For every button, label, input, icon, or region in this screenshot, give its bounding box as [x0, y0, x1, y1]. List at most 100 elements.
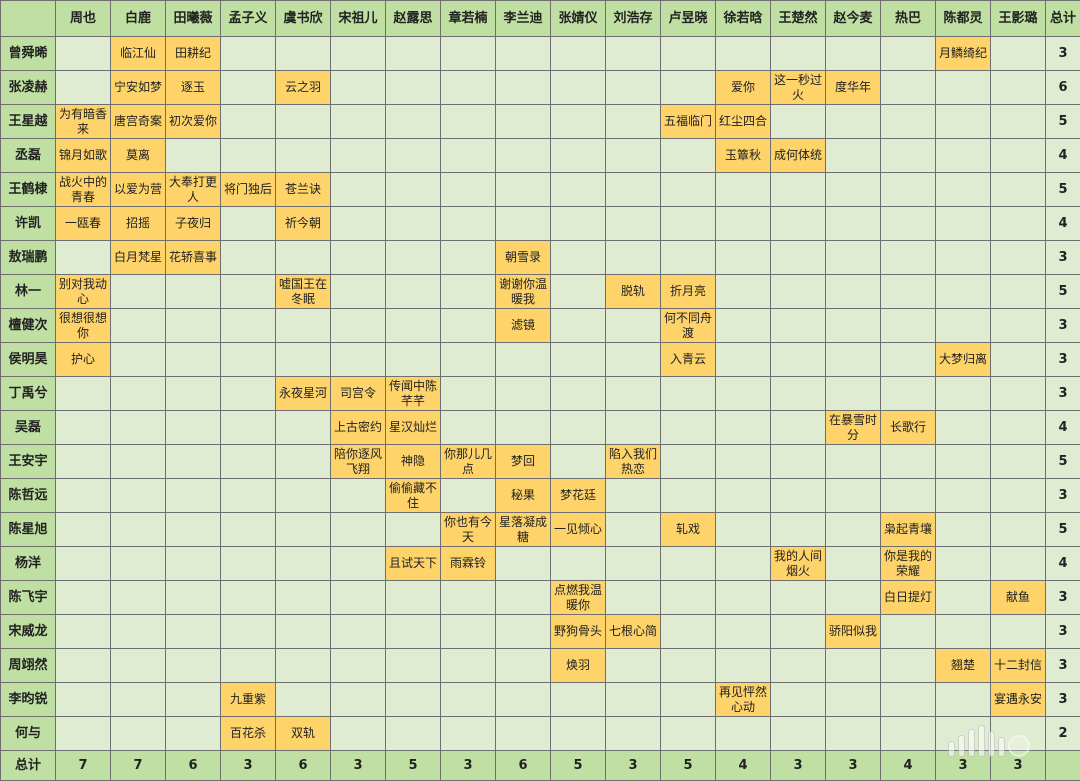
empty-cell	[716, 275, 771, 309]
row-total: 4	[1046, 207, 1080, 241]
empty-cell	[551, 241, 606, 275]
empty-cell	[276, 479, 331, 513]
empty-cell	[386, 139, 441, 173]
show-cell: 锦月如歌	[56, 139, 111, 173]
row-header-actor: 王星越	[1, 105, 56, 139]
empty-cell	[936, 683, 991, 717]
empty-cell	[441, 377, 496, 411]
watermark-badge-icon	[1008, 735, 1030, 757]
empty-cell	[166, 139, 221, 173]
show-cell: 七根心简	[606, 615, 661, 649]
row-total: 3	[1046, 37, 1080, 71]
show-cell: 入青云	[661, 343, 716, 377]
empty-cell	[991, 445, 1046, 479]
show-cell: 点燃我温暖你	[551, 581, 606, 615]
column-total: 6	[496, 751, 551, 781]
empty-cell	[551, 445, 606, 479]
show-cell: 大奉打更人	[166, 173, 221, 207]
column-total: 4	[881, 751, 936, 781]
column-header: 徐若晗	[716, 1, 771, 37]
column-header: 李兰迪	[496, 1, 551, 37]
row-header-actor: 宋威龙	[1, 615, 56, 649]
row-header-actor: 丞磊	[1, 139, 56, 173]
empty-cell	[881, 343, 936, 377]
empty-cell	[221, 547, 276, 581]
row-total: 3	[1046, 309, 1080, 343]
empty-cell	[166, 547, 221, 581]
show-cell: 野狗骨头	[551, 615, 606, 649]
empty-cell	[221, 241, 276, 275]
empty-cell	[936, 207, 991, 241]
empty-cell	[166, 377, 221, 411]
column-total: 7	[56, 751, 111, 781]
row-header-actor: 张凌赫	[1, 71, 56, 105]
empty-cell	[771, 275, 826, 309]
empty-cell	[496, 649, 551, 683]
row-total: 3	[1046, 479, 1080, 513]
show-cell: 你那儿几点	[441, 445, 496, 479]
empty-cell	[331, 649, 386, 683]
watermark-bar	[998, 737, 1005, 757]
empty-cell	[221, 377, 276, 411]
empty-cell	[56, 479, 111, 513]
show-cell: 陷入我们热恋	[606, 445, 661, 479]
empty-cell	[661, 71, 716, 105]
empty-cell	[991, 207, 1046, 241]
empty-cell	[771, 241, 826, 275]
show-cell: 一见倾心	[551, 513, 606, 547]
empty-cell	[936, 615, 991, 649]
column-total: 3	[441, 751, 496, 781]
row-total: 4	[1046, 411, 1080, 445]
column-total: 3	[221, 751, 276, 781]
empty-cell	[606, 71, 661, 105]
show-cell: 梦花廷	[551, 479, 606, 513]
empty-cell	[826, 581, 881, 615]
empty-cell	[881, 377, 936, 411]
empty-cell	[276, 241, 331, 275]
show-cell: 很想很想你	[56, 309, 111, 343]
show-cell: 护心	[56, 343, 111, 377]
empty-cell	[166, 649, 221, 683]
empty-cell	[221, 513, 276, 547]
row-total: 3	[1046, 683, 1080, 717]
show-cell: 战火中的青春	[56, 173, 111, 207]
empty-cell	[551, 683, 606, 717]
empty-cell	[111, 513, 166, 547]
empty-cell	[221, 37, 276, 71]
row-header-actor: 周翊然	[1, 649, 56, 683]
show-cell: 何不同舟渡	[661, 309, 716, 343]
show-cell: 且试天下	[386, 547, 441, 581]
show-cell: 你是我的荣耀	[881, 547, 936, 581]
empty-cell	[111, 411, 166, 445]
show-cell: 星落凝成糖	[496, 513, 551, 547]
empty-cell	[606, 581, 661, 615]
empty-cell	[276, 581, 331, 615]
show-cell: 轧戏	[661, 513, 716, 547]
empty-cell	[826, 343, 881, 377]
show-cell: 雨霖铃	[441, 547, 496, 581]
show-cell: 焕羽	[551, 649, 606, 683]
empty-cell	[221, 105, 276, 139]
empty-cell	[716, 513, 771, 547]
show-cell: 子夜归	[166, 207, 221, 241]
empty-cell	[826, 445, 881, 479]
empty-cell	[606, 683, 661, 717]
empty-cell	[881, 105, 936, 139]
empty-cell	[331, 37, 386, 71]
empty-cell	[496, 105, 551, 139]
empty-cell	[56, 513, 111, 547]
empty-cell	[936, 309, 991, 343]
empty-cell	[111, 649, 166, 683]
empty-cell	[881, 275, 936, 309]
empty-cell	[551, 309, 606, 343]
empty-cell	[276, 683, 331, 717]
empty-cell	[386, 343, 441, 377]
empty-cell	[771, 411, 826, 445]
empty-cell	[496, 173, 551, 207]
column-header: 王楚然	[771, 1, 826, 37]
empty-cell	[936, 513, 991, 547]
empty-cell	[771, 37, 826, 71]
empty-cell	[771, 717, 826, 751]
